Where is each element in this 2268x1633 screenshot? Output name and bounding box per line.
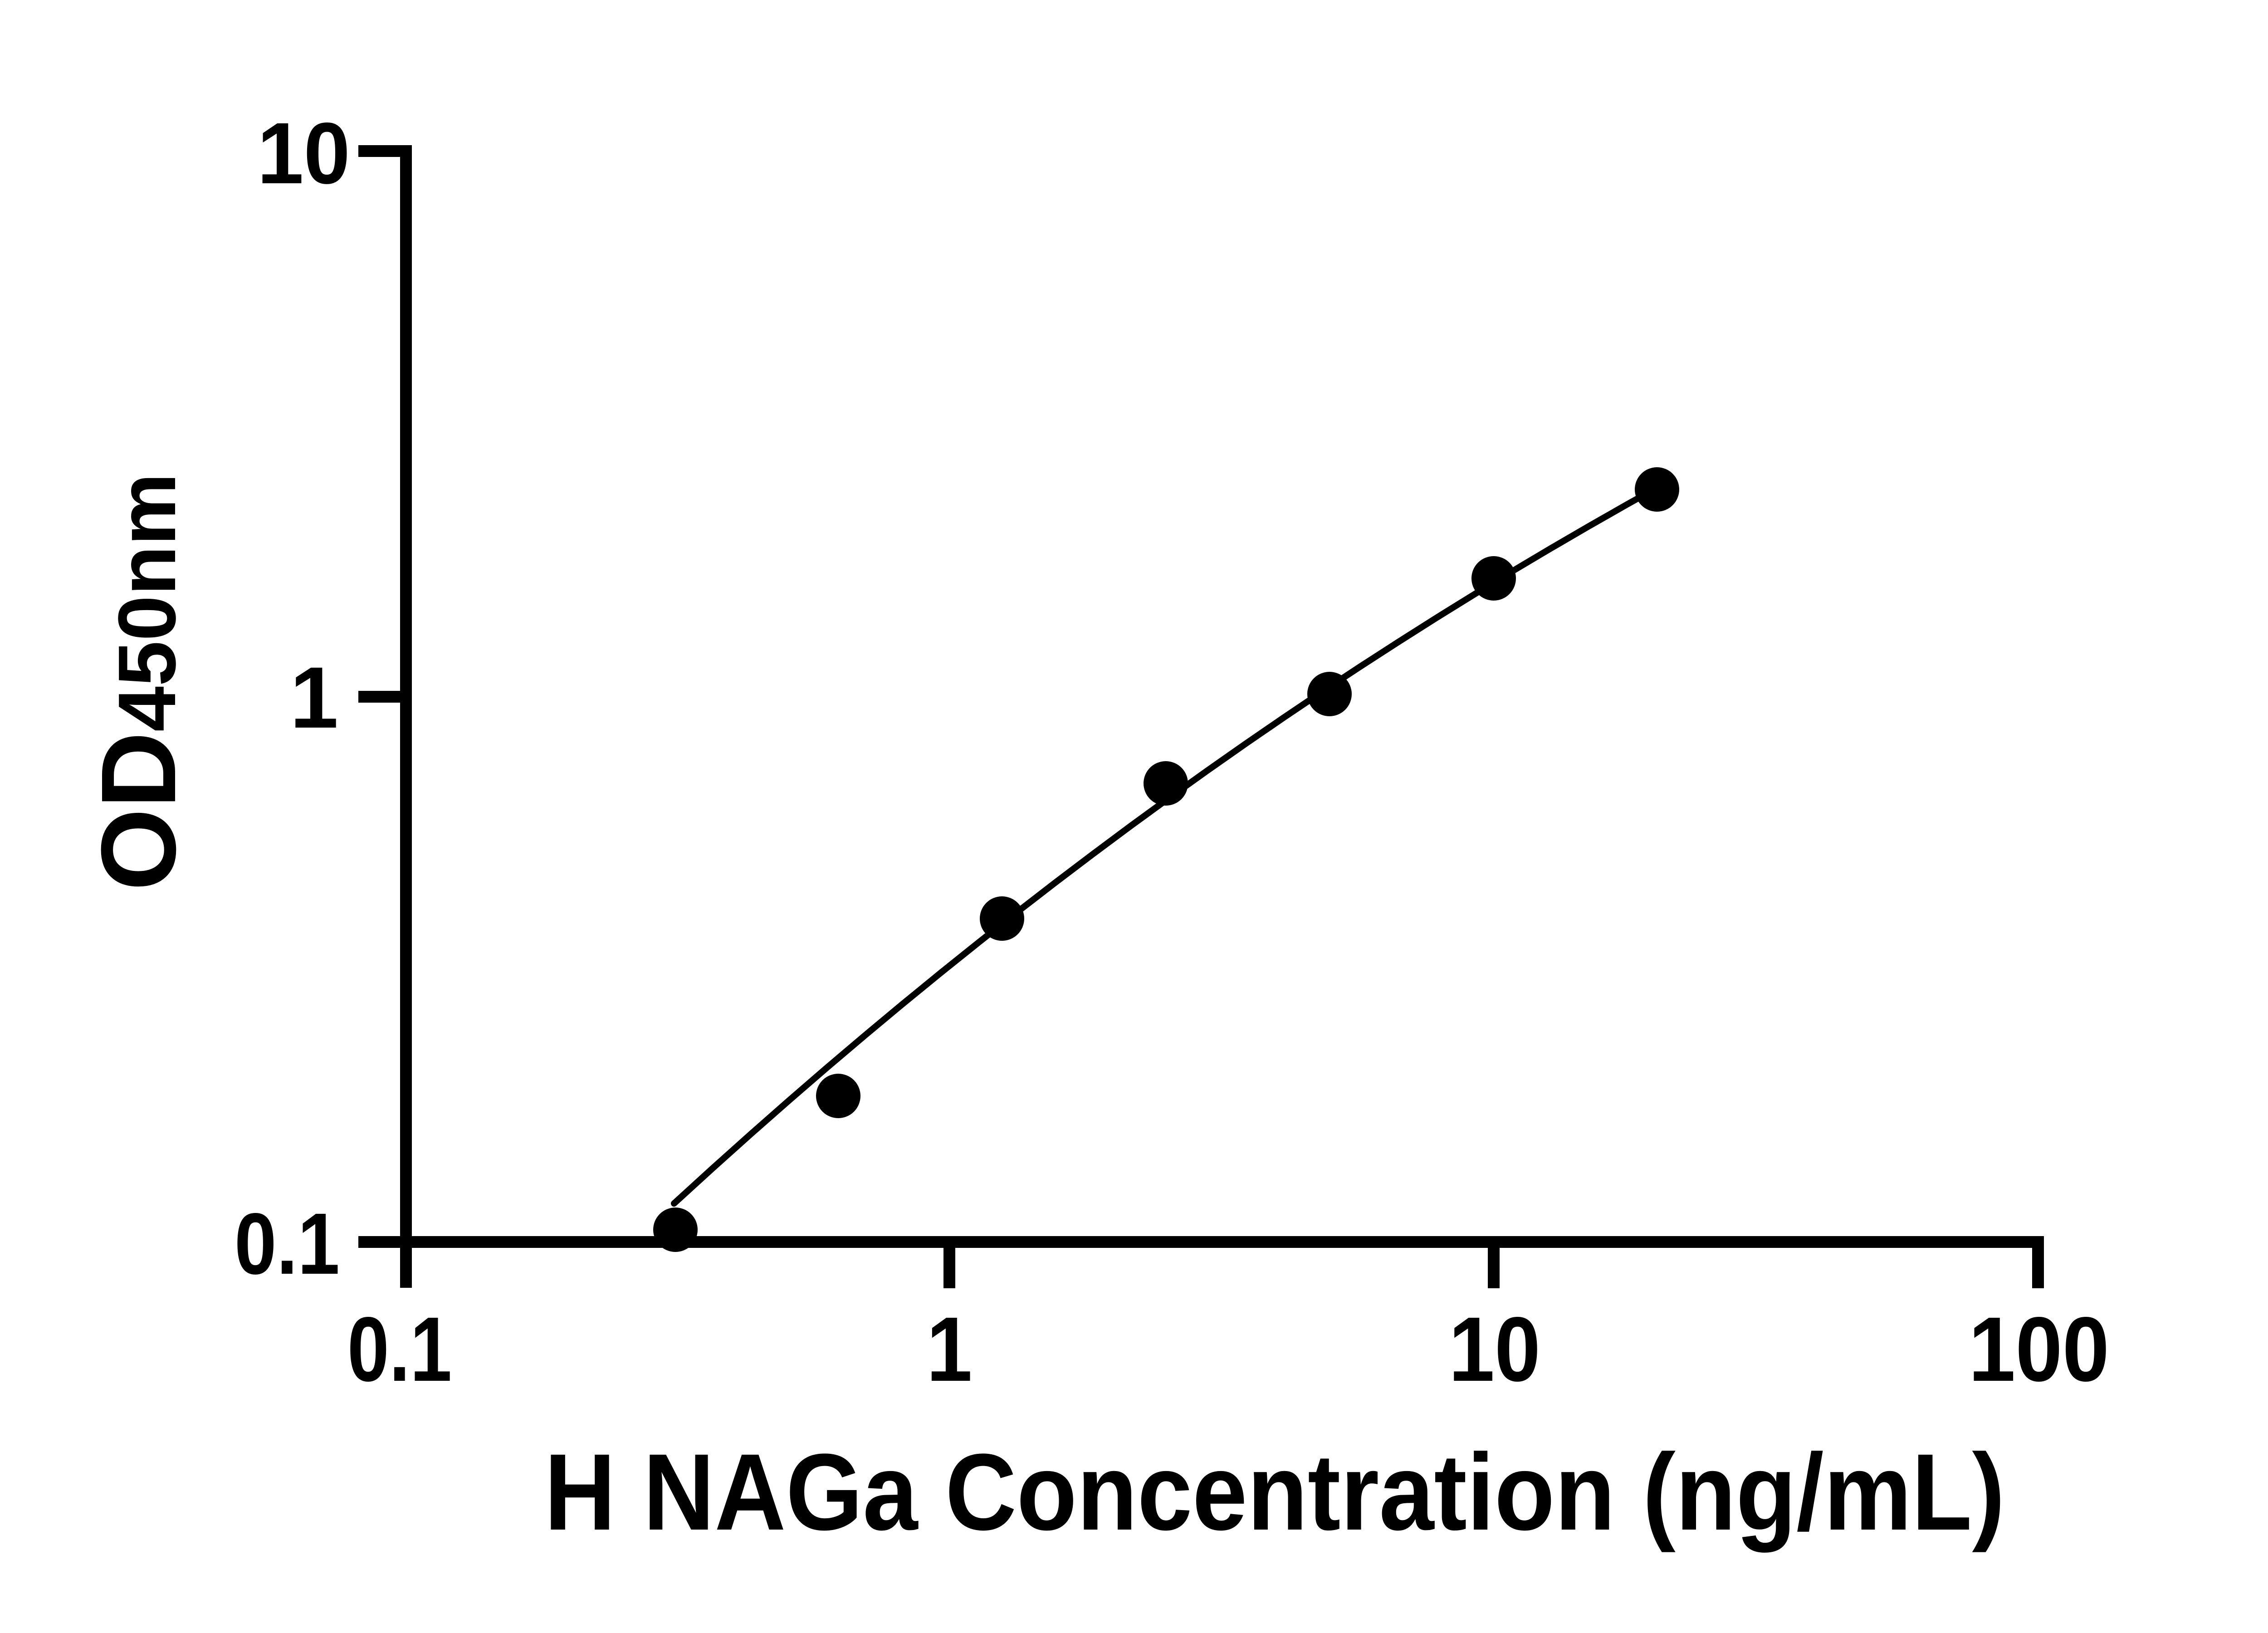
svg-text:0.1: 0.1 — [235, 1195, 340, 1292]
svg-text:100: 100 — [1969, 1298, 2109, 1401]
svg-text:H NAGa Concentration (ng/mL): H NAGa Concentration (ng/mL) — [544, 1431, 2005, 1553]
svg-text:1: 1 — [926, 1298, 972, 1400]
svg-text:OD450nm: OD450nm — [79, 473, 198, 891]
svg-text:10: 10 — [257, 105, 350, 202]
svg-text:10: 10 — [1449, 1298, 1540, 1400]
svg-text:0.1: 0.1 — [347, 1299, 452, 1401]
svg-text:1: 1 — [290, 649, 338, 746]
